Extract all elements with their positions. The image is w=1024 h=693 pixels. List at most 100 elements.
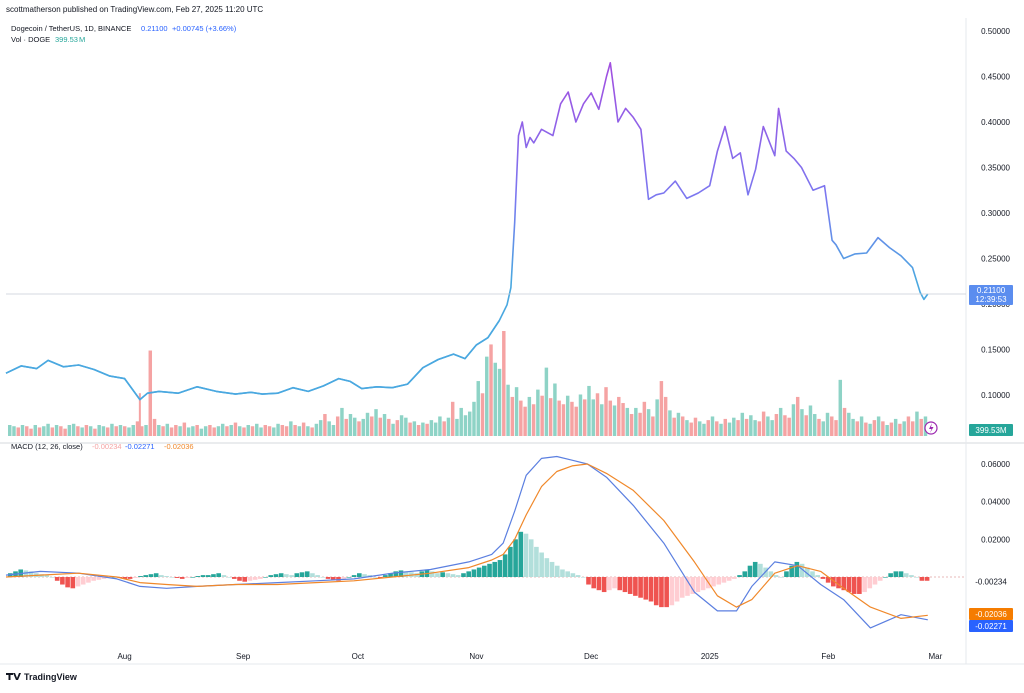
macd-hist-bar — [612, 577, 617, 589]
macd-hist-bar — [528, 539, 534, 577]
volume-bar — [404, 417, 408, 436]
macd-hist-bar — [65, 577, 70, 588]
volume-bar — [306, 426, 310, 436]
volume-bar — [105, 427, 110, 436]
macd-tick-label: 0.04000 — [981, 498, 1010, 507]
volume-bar — [276, 423, 280, 436]
volume-bar — [152, 418, 157, 436]
volume-bar — [425, 423, 429, 436]
macd-hist-bar — [247, 577, 253, 581]
volume-bar — [885, 425, 889, 436]
macd-hist-bar — [216, 573, 221, 577]
macd-hist-bar — [825, 577, 831, 583]
volume-bar — [378, 417, 383, 436]
macd-hist-bar — [377, 577, 383, 578]
volume-bar — [608, 400, 613, 436]
volume-bar — [442, 421, 446, 436]
volume-bar — [868, 423, 872, 436]
macd-hist-bar — [226, 577, 232, 578]
volume-bar — [489, 344, 493, 436]
macd-hist-bar — [737, 575, 742, 577]
volume-bar — [331, 425, 336, 436]
volume-bar — [749, 415, 753, 436]
macd-hist-bar — [664, 577, 669, 608]
volume-bar-spike — [138, 393, 141, 436]
macd-tick-label: 0.06000 — [981, 460, 1010, 469]
macd-hist-bar — [200, 575, 206, 577]
macd-hist-bar — [268, 575, 274, 577]
volume-bar — [574, 406, 578, 436]
macd-hist-bar — [799, 563, 805, 577]
macd-line-badge-bg — [969, 620, 1013, 632]
volume-bar — [293, 425, 297, 436]
volume-bar — [242, 427, 246, 436]
volume-bar — [485, 356, 489, 436]
macd-hist-bar — [304, 571, 310, 577]
macd-hist-bar — [924, 577, 930, 581]
volume-bar — [42, 426, 46, 436]
macd-hist-bar — [601, 577, 607, 593]
volume-bar — [847, 412, 851, 436]
price-tick-label: 0.15000 — [981, 346, 1010, 355]
volume-bar — [323, 414, 327, 436]
volume-bar — [578, 394, 583, 436]
volume-bar — [753, 420, 757, 436]
volume-header-unit: M — [79, 35, 85, 44]
volume-bar — [450, 401, 455, 436]
macd-hist-bar — [86, 577, 91, 583]
macd-hist-bar — [153, 573, 159, 577]
volume-bar — [29, 428, 33, 436]
price-tick-label: 0.40000 — [981, 118, 1010, 127]
volume-bar — [804, 415, 808, 436]
volume-bar — [625, 407, 630, 436]
macd-hist-bar — [49, 577, 55, 578]
volume-bar — [225, 426, 229, 436]
volume-bar — [208, 425, 212, 436]
macd-hist-bar — [44, 575, 50, 577]
volume-bar — [842, 407, 847, 436]
macd-hist-bar — [575, 575, 581, 577]
volume-bar — [548, 398, 553, 436]
macd-hist-bar — [80, 577, 86, 585]
volume-bar — [825, 412, 830, 436]
volume-bar — [344, 418, 348, 436]
time-tick-label: Aug — [117, 652, 131, 661]
macd-hist-bar — [231, 577, 237, 579]
volume-bar — [506, 384, 510, 436]
macd-hist-bar — [148, 574, 154, 577]
volume-bar — [348, 414, 353, 436]
macd-hist-bar — [742, 571, 748, 577]
macd-hist-bar — [643, 577, 649, 600]
volume-bar — [634, 407, 638, 436]
macd-hist-bar — [851, 577, 857, 594]
volume-bar — [723, 418, 728, 436]
volume-bar — [54, 425, 59, 436]
volume-bar — [480, 393, 485, 436]
volume-bar — [46, 423, 50, 436]
macd-hist-bar — [638, 577, 643, 598]
volume-bar — [238, 426, 242, 436]
volume-bar — [851, 418, 855, 436]
price-tick-label: 0.25000 — [981, 255, 1010, 264]
lightning-icon-glyph — [929, 423, 934, 433]
volume-bar — [178, 426, 182, 436]
volume-bar — [591, 399, 595, 436]
volume-bar — [915, 411, 919, 436]
macd-hist-bar — [440, 572, 445, 577]
macd-tick-label: 0.02000 — [981, 535, 1010, 544]
tradingview-logo-icon — [6, 673, 21, 680]
volume-bar — [493, 362, 498, 436]
volume-bar — [838, 379, 843, 436]
volume-bar — [514, 387, 519, 436]
volume-bar — [191, 426, 195, 436]
macd-hist-bar — [711, 577, 716, 587]
macd-hist-bar — [648, 577, 654, 602]
macd-hist-bar — [804, 567, 810, 577]
volume-bar — [59, 426, 63, 436]
macd-hist-bar — [487, 563, 492, 577]
macd-hist-bar — [820, 577, 826, 579]
time-tick-label: Feb — [821, 652, 835, 661]
macd-hist-bar — [341, 577, 346, 579]
volume-bar — [12, 426, 16, 436]
volume-bar — [570, 401, 574, 436]
